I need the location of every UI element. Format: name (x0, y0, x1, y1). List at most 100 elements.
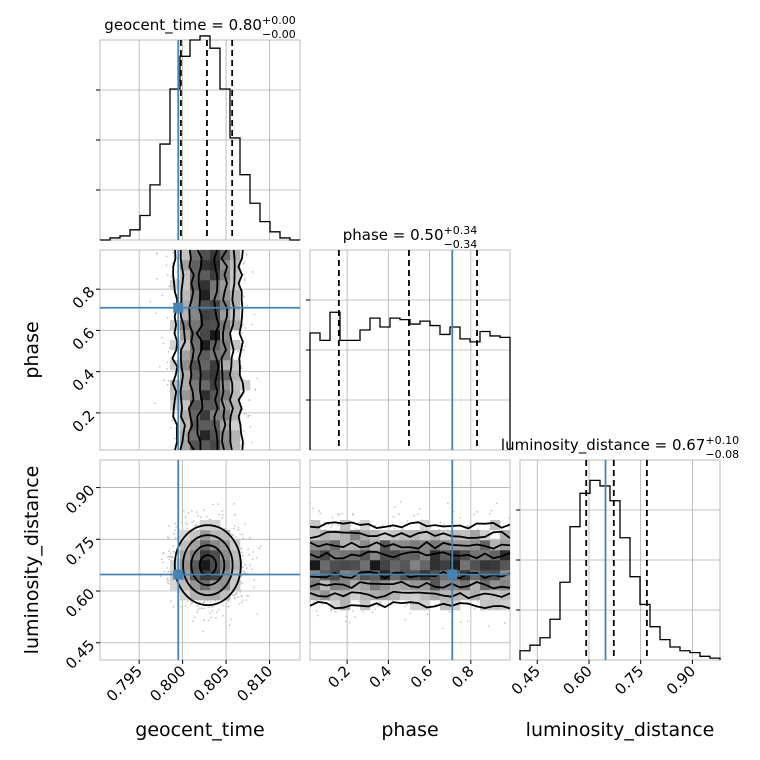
sample-point (242, 430, 245, 433)
sample-point (319, 512, 322, 515)
density-cell (230, 320, 241, 331)
density-cell (190, 430, 201, 441)
title-luminosity_distance: luminosity_distance = 0.67+0.10 (501, 434, 739, 455)
sample-point (215, 616, 217, 619)
density-cell (220, 390, 231, 401)
density-cell (230, 440, 241, 450)
density-cell (220, 380, 231, 391)
sample-point (497, 533, 500, 535)
sample-point (168, 582, 170, 585)
density-cell (210, 560, 221, 571)
sample-point (413, 514, 416, 517)
sample-point (171, 556, 174, 559)
sample-point (330, 526, 332, 529)
sample-point (232, 527, 235, 530)
sample-point (191, 509, 193, 512)
sample-point (191, 601, 194, 604)
contour-line (220, 250, 229, 450)
density-cell (200, 250, 211, 261)
sample-point (249, 425, 252, 428)
sample-point (248, 398, 251, 401)
sample-point (241, 533, 244, 536)
density-cell (190, 390, 201, 401)
density-cell (220, 530, 231, 541)
sample-point (242, 323, 245, 326)
sample-point (166, 581, 169, 584)
density-cell (190, 380, 201, 391)
sample-point (167, 350, 170, 353)
density-cell (230, 290, 241, 301)
sample-point (230, 618, 233, 621)
sample-point (155, 277, 158, 280)
density-cell (220, 430, 231, 441)
sample-point (171, 419, 174, 422)
sample-point (212, 503, 215, 506)
density-cell (200, 380, 211, 391)
sample-point (189, 600, 192, 603)
density-cell (190, 580, 201, 591)
density-cell (220, 280, 231, 291)
sample-point (447, 502, 449, 505)
sample-point (168, 550, 170, 552)
density-cell (180, 300, 191, 311)
sample-point (242, 263, 245, 265)
sample-point (243, 413, 246, 416)
sample-point (190, 602, 192, 605)
sample-point (200, 516, 202, 519)
panel-contents (100, 250, 300, 450)
contour-line (179, 250, 187, 450)
density-cell (230, 410, 241, 421)
density-cell (190, 440, 201, 450)
density-cell (180, 280, 191, 291)
sample-point (352, 514, 355, 517)
density-cell (180, 440, 191, 450)
sample-point (233, 593, 236, 596)
sample-point (194, 616, 196, 619)
sample-point (225, 605, 227, 608)
density-cell (190, 270, 201, 281)
density-cell (170, 320, 181, 331)
title-geocent_time: geocent_time = 0.80+0.00 (104, 14, 295, 35)
sample-point (252, 551, 255, 553)
sample-point (232, 358, 235, 361)
sample-point (251, 558, 254, 561)
sample-point (246, 304, 248, 307)
density-cell (210, 320, 221, 331)
density-cell (230, 400, 241, 411)
sample-point (391, 599, 394, 602)
sample-point (243, 443, 246, 445)
sample-point (243, 295, 246, 298)
sample-point (448, 610, 451, 613)
sample-point (195, 524, 198, 526)
sample-point (162, 561, 164, 564)
sample-point (230, 533, 233, 536)
density-cell (180, 360, 191, 371)
sample-point (166, 536, 169, 539)
sample-point (180, 521, 183, 524)
density-cell (200, 340, 211, 351)
sample-point (193, 524, 196, 527)
sample-point (174, 537, 177, 540)
sample-point (185, 523, 188, 526)
density-cell (200, 270, 211, 281)
sample-point (348, 621, 351, 624)
density-cell (230, 540, 241, 551)
sample-point (243, 261, 246, 264)
density-cell (190, 540, 201, 551)
sample-point (243, 448, 246, 450)
sample-point (175, 526, 178, 528)
sample-point (170, 552, 172, 555)
sample-point (232, 534, 235, 537)
sample-point (221, 516, 224, 519)
sample-point (174, 529, 177, 532)
sample-point (168, 285, 171, 288)
sample-point (243, 273, 246, 276)
sample-point (354, 527, 357, 530)
sample-point (217, 608, 220, 611)
density-cell (220, 310, 231, 321)
density-cell (230, 250, 241, 261)
sample-point (167, 525, 170, 527)
sample-point (237, 529, 240, 531)
density-cell (190, 250, 201, 261)
sample-point (202, 601, 205, 604)
